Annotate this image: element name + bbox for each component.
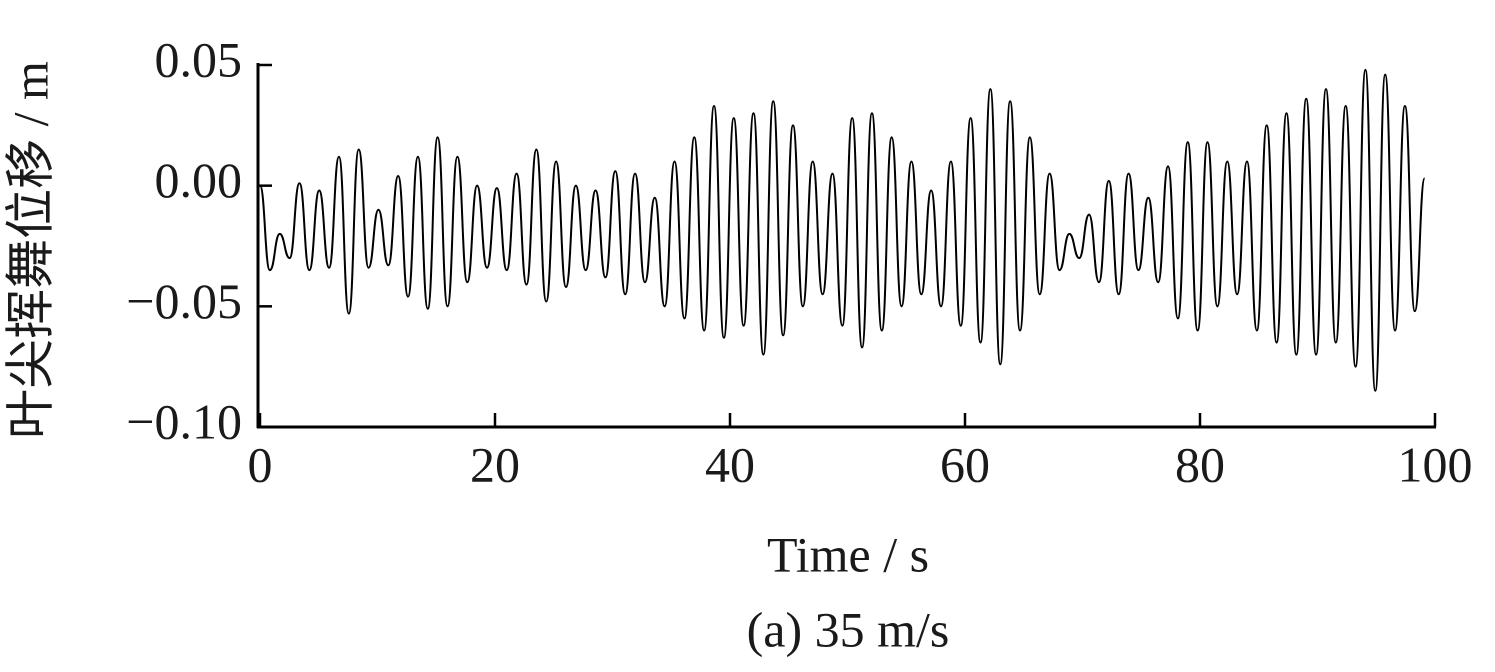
caption: (a) 35 m/s <box>747 601 950 657</box>
y-axis-label: 叶尖挥舞位移 / m <box>2 61 58 439</box>
y-tick-label: −0.05 <box>126 273 242 329</box>
y-tick-label: 0.00 <box>155 152 243 208</box>
x-tick-label: 20 <box>470 436 520 492</box>
x-tick-label: 40 <box>705 436 755 492</box>
x-axis-label: Time / s <box>767 526 929 582</box>
y-tick-label: 0.05 <box>155 31 243 87</box>
x-tick-label: 60 <box>940 436 990 492</box>
x-tick-label: 100 <box>1398 436 1473 492</box>
data-line <box>259 68 1426 392</box>
x-tick-label: 80 <box>1175 436 1225 492</box>
y-tick-label: −0.10 <box>126 393 242 449</box>
x-tick-label: 0 <box>248 436 273 492</box>
